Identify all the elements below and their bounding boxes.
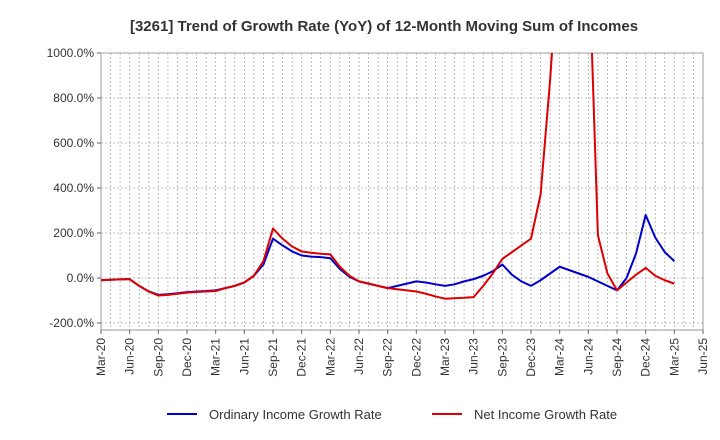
x-tick-label: Dec-24 xyxy=(639,338,653,377)
x-tick-label: Sep-24 xyxy=(610,338,624,377)
x-tick-label: Sep-21 xyxy=(266,338,280,377)
legend-label-net: Net Income Growth Rate xyxy=(474,407,617,422)
x-tick-label: Jun-21 xyxy=(237,338,251,375)
x-tick-label: Mar-23 xyxy=(438,338,452,376)
y-tick-label: 0.0% xyxy=(67,271,95,285)
series-line-1 xyxy=(101,53,675,300)
x-tick-label: Mar-25 xyxy=(667,338,681,376)
x-tick-label: Mar-21 xyxy=(209,338,223,376)
y-tick-label: 1000.0% xyxy=(47,46,95,60)
y-tick-label: 400.0% xyxy=(53,181,94,195)
x-tick-label: Jun-24 xyxy=(581,338,595,375)
x-tick-label: Sep-20 xyxy=(151,338,165,377)
y-axis: -200.0% 0.0% 200.0% 400.0% 600.0% 800.0% 1000.… xyxy=(47,46,101,330)
x-tick-label: Sep-22 xyxy=(381,338,395,377)
x-tick-label: Mar-24 xyxy=(553,338,567,376)
y-tick-label: 600.0% xyxy=(53,136,94,150)
legend: Ordinary Income Growth Rate Net Income G… xyxy=(167,407,617,422)
series-lines xyxy=(101,53,676,300)
y-tick-label: -200.0% xyxy=(49,316,94,330)
grid xyxy=(101,52,703,330)
legend-label-ordinary: Ordinary Income Growth Rate xyxy=(209,407,382,422)
x-tick-label: Dec-23 xyxy=(524,338,538,377)
x-tick-label: Jun-22 xyxy=(352,338,366,375)
x-axis: Mar-20 Jun-20 Sep-20 Dec-20 Mar-21 Jun-21 Sep-… xyxy=(94,330,710,377)
x-tick-label: Mar-20 xyxy=(94,338,108,376)
x-tick-label: Jun-23 xyxy=(467,338,481,375)
y-tick-label: 800.0% xyxy=(53,91,94,105)
y-tick-label: 200.0% xyxy=(53,226,94,240)
x-tick-label: Jun-20 xyxy=(123,338,137,375)
x-tick-label: Jun-25 xyxy=(696,338,710,375)
x-tick-label: Sep-23 xyxy=(495,338,509,377)
x-tick-label: Mar-22 xyxy=(323,338,337,376)
x-tick-label: Dec-21 xyxy=(295,338,309,377)
x-tick-label: Dec-20 xyxy=(180,338,194,377)
x-tick-label: Dec-22 xyxy=(409,338,423,377)
chart-title: [3261] Trend of Growth Rate (YoY) of 12-… xyxy=(130,18,638,35)
